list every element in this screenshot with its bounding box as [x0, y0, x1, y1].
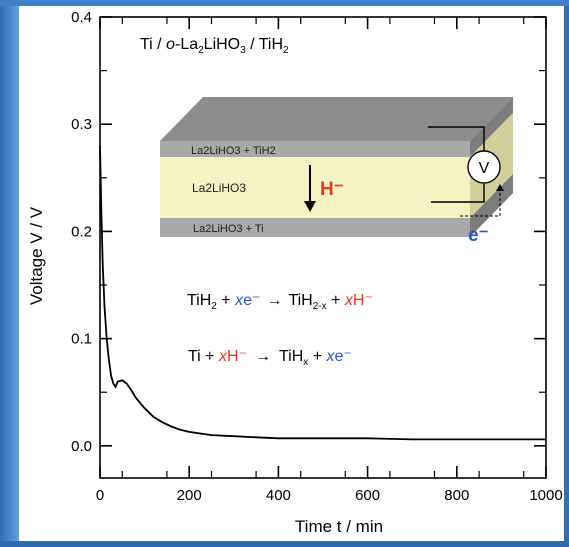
hydride-arrow-head — [304, 201, 316, 212]
title-part-g: / TiH — [246, 36, 283, 53]
x-tick-label: 800 — [444, 487, 469, 504]
x-axis-label: Time t / min — [295, 517, 383, 536]
chart-title: Ti / o-La2LiHO3 / TiH2 — [140, 36, 289, 56]
top-electrode-layer — [160, 141, 470, 157]
equation-1: TiH2 + xe⁻ → TiH2-x + xH⁻ — [187, 292, 373, 312]
voltage-curve — [99, 145, 546, 441]
figure-panel — [19, 6, 564, 541]
title-part-e: LiHO — [204, 36, 240, 53]
top-layer-label: La2LiHO3 + TiH2 — [191, 145, 276, 157]
circuit-wire-top — [428, 126, 485, 151]
title-part-c: -La — [175, 36, 198, 53]
side-face-top-electrode — [470, 97, 513, 157]
x-tick-label: 400 — [266, 487, 291, 504]
x-tick-label: 600 — [355, 487, 380, 504]
y-axis-ticks — [100, 16, 546, 447]
bottom-electrode-layer — [160, 218, 470, 237]
top-face — [160, 97, 513, 141]
title-part-h: 2 — [283, 45, 289, 56]
y-axis-tick-labels: 0.0 0.1 0.2 0.3 0.4 — [71, 9, 92, 455]
equation-2: Ti + xH⁻ → TiHx + xe⁻ — [188, 348, 352, 368]
middle-layer-label: La2LiHO3 — [192, 181, 246, 195]
x-tick-label: 0 — [96, 487, 104, 504]
x-tick-label: 1000 — [529, 487, 562, 504]
y-axis-label: Voltage V / V — [27, 206, 46, 305]
y-tick-label: 0.1 — [71, 331, 92, 348]
electron-label: e⁻ — [468, 225, 489, 246]
electron-arrow-head — [496, 184, 504, 191]
y-tick-label: 0.3 — [71, 116, 92, 133]
voltmeter-icon — [467, 150, 501, 184]
voltmeter-symbol: V — [479, 160, 490, 177]
hydride-ion-label: H⁻ — [320, 179, 344, 200]
title-part-f: 3 — [240, 45, 246, 56]
bottom-layer-label: La2LiHO3 + Ti — [193, 223, 264, 235]
y-tick-label: 0.2 — [71, 223, 92, 240]
frame-bottom-strip — [0, 541, 569, 547]
cell-schematic-inset: La2LiHO3 + TiH2 La2LiHO3 La2LiHO3 + Ti H… — [160, 97, 513, 246]
x-tick-label: 200 — [177, 487, 202, 504]
electron-path-arrow — [460, 188, 501, 217]
x-axis-ticks — [99, 17, 547, 478]
title-part-a: Ti / — [140, 36, 166, 53]
frame-top-strip — [0, 0, 569, 6]
title-part-b: o — [166, 36, 175, 53]
title-part-d: 2 — [198, 45, 204, 56]
plot-frame — [99, 16, 547, 479]
y-tick-label: 0.0 — [71, 438, 92, 455]
x-axis-tick-labels: 0 200 400 600 800 1000 — [96, 487, 563, 504]
circuit-wire-bottom — [431, 184, 485, 203]
y-tick-label: 0.4 — [71, 9, 92, 26]
frame-left-strip — [0, 0, 20, 547]
electrolyte-layer — [160, 157, 470, 218]
